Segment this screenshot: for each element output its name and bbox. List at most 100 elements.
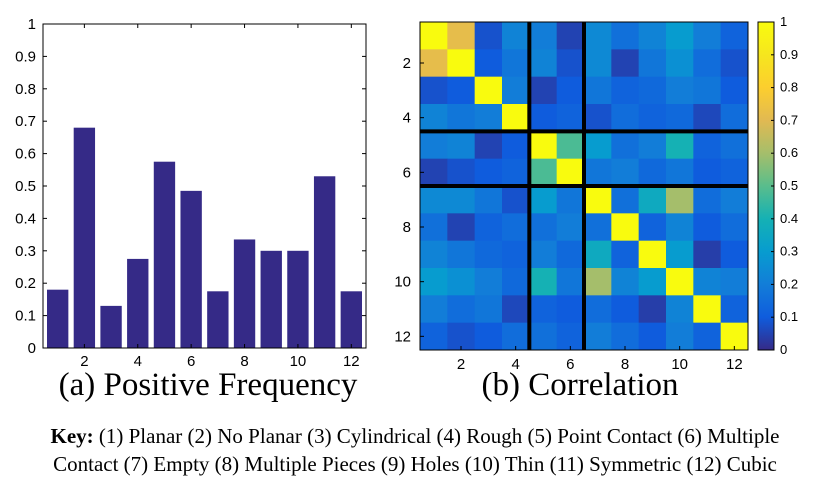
heatmap-cell-9-12	[720, 240, 749, 269]
heatmap-cell-10-8	[611, 268, 640, 296]
heatmap-cell-2-8	[611, 49, 640, 78]
heatmap-cell-3-12	[720, 76, 749, 105]
heatmap-cell-11-4	[502, 295, 530, 324]
heatmap-cell-9-9	[638, 240, 667, 269]
heatmap-cell-4-5	[529, 104, 558, 132]
bar-xtick-label: 8	[240, 353, 248, 370]
heatmap-cell-2-10	[666, 49, 694, 78]
heatmap-cell-11-6	[556, 295, 585, 324]
heatmap-cell-5-9	[638, 131, 667, 160]
key-legend: Key: (1) Planar (2) No Planar (3) Cylind…	[10, 422, 820, 478]
colorbar-tick-label: 0.9	[780, 47, 798, 62]
heatmap-cell-4-3	[474, 104, 503, 132]
heatmap-cell-7-11	[693, 186, 722, 214]
heatmap-cell-4-6	[556, 104, 585, 132]
heatmap-cell-11-8	[611, 295, 640, 324]
heatmap-cell-2-5	[529, 49, 558, 78]
heatmap-cell-6-9	[638, 158, 667, 187]
heatmap-cell-10-9	[638, 268, 667, 296]
heatmap-cell-4-7	[584, 104, 612, 132]
heatmap-xtick-label: 10	[671, 356, 688, 373]
heatmap-ytick-label: 2	[403, 55, 411, 72]
heatmap-cell-2-6	[556, 49, 585, 78]
bar-1	[47, 289, 69, 348]
heatmap-cell-11-3	[474, 295, 503, 324]
heatmap-cell-9-10	[666, 240, 694, 269]
heatmap-cell-3-5	[529, 76, 558, 105]
heatmap-cell-9-11	[693, 240, 722, 269]
colorbar-tick-label: 0	[780, 342, 787, 357]
heatmap-xtick-label: 8	[621, 356, 629, 373]
heatmap-cell-7-4	[502, 186, 530, 214]
heatmap-cell-6-5	[529, 158, 558, 187]
heatmap-cell-11-9	[638, 295, 667, 324]
heatmap-cell-11-5	[529, 295, 558, 324]
heatmap-cell-11-12	[720, 295, 749, 324]
heatmap-cell-4-2	[447, 104, 476, 132]
heatmap-cell-4-1	[420, 104, 448, 132]
heatmap-cell-8-5	[529, 213, 558, 242]
heatmap-xtick-label: 2	[457, 356, 465, 373]
heatmap-cell-4-12	[720, 104, 749, 132]
heatmap-cell-3-7	[584, 76, 612, 105]
heatmap-cell-6-1	[420, 158, 448, 187]
heatmap-xtick-label: 12	[726, 356, 743, 373]
heatmap-cell-9-3	[474, 240, 503, 269]
heatmap-cell-3-3	[474, 76, 503, 105]
heatmap-cell-7-12	[720, 186, 749, 214]
heatmap-caption: (b) Correlation	[481, 367, 679, 403]
heatmap-cell-9-7	[584, 240, 612, 269]
positive-frequency-chart: 00.10.20.30.40.50.60.70.80.912 4 6 8 10 12	[15, 16, 367, 370]
heatmap-cell-5-2	[447, 131, 476, 160]
heatmap-ytick-label: 10	[394, 274, 411, 291]
heatmap-cell-2-12	[720, 49, 749, 78]
bar-ytick-label: 0.3	[15, 243, 36, 260]
heatmap-cell-5-8	[611, 131, 640, 160]
correlation-heatmap: 2 4 6 8 10 12 2 4 6 8 10 12	[394, 21, 749, 373]
colorbar-tick-label: 0.8	[780, 80, 798, 95]
heatmap-cell-5-11	[693, 131, 722, 160]
heatmap-cell-8-2	[447, 213, 476, 242]
bar-6	[180, 190, 202, 348]
heatmap-cell-1-4	[502, 22, 530, 50]
heatmap-cell-3-1	[420, 76, 448, 105]
heatmap-cell-2-2	[447, 49, 476, 78]
heatmap-cell-8-8	[611, 213, 640, 242]
key-line-1: Key: (1) Planar (2) No Planar (3) Cylind…	[10, 422, 820, 450]
heatmap-cell-5-7	[584, 131, 612, 160]
colorbar-tick-label: 0.3	[780, 244, 798, 259]
colorbar-tick-label: 1	[780, 14, 787, 29]
heatmap-cell-7-2	[447, 186, 476, 214]
heatmap-cell-8-7	[584, 213, 612, 242]
heatmap-cell-3-4	[502, 76, 530, 105]
heatmap-cell-1-7	[584, 22, 612, 50]
heatmap-cell-7-8	[611, 186, 640, 214]
heatmap-cell-12-9	[638, 322, 667, 351]
heatmap-cell-6-10	[666, 158, 694, 187]
heatmap-cell-4-4	[502, 104, 530, 132]
bar-ytick-label: 0.7	[15, 113, 36, 130]
heatmap-cell-4-10	[666, 104, 694, 132]
heatmap-xtick-label: 6	[566, 356, 574, 373]
correlation-colorbar: 0 0.1 0.2 0.3 0.4 0.5 0.6 0.7 0.8 0.9 1	[757, 14, 798, 357]
heatmap-cell-11-1	[420, 295, 448, 324]
heatmap-ytick-label: 12	[394, 328, 411, 345]
heatmap-cell-8-10	[666, 213, 694, 242]
heatmap-cell-7-6	[556, 186, 585, 214]
bar-plot-area	[43, 24, 366, 348]
key-label: Key:	[50, 424, 94, 448]
bar-ytick-label: 0.9	[15, 48, 36, 65]
heatmap-cell-12-1	[420, 322, 448, 351]
heatmap-ytick-label: 4	[403, 110, 411, 127]
heatmap-cell-6-7	[584, 158, 612, 187]
heatmap-cell-9-5	[529, 240, 558, 269]
heatmap-cell-10-12	[720, 268, 749, 296]
colorbar-tick-label: 0.7	[780, 112, 798, 127]
heatmap-cell-11-10	[666, 295, 694, 324]
bar-ytick-label: 1	[28, 16, 36, 33]
heatmap-cell-6-3	[474, 158, 503, 187]
colorbar-tick-label: 0.5	[780, 178, 798, 193]
bar-ytick-label: 0	[28, 340, 36, 357]
heatmap-cell-6-6	[556, 158, 585, 187]
bar-9	[260, 250, 282, 348]
